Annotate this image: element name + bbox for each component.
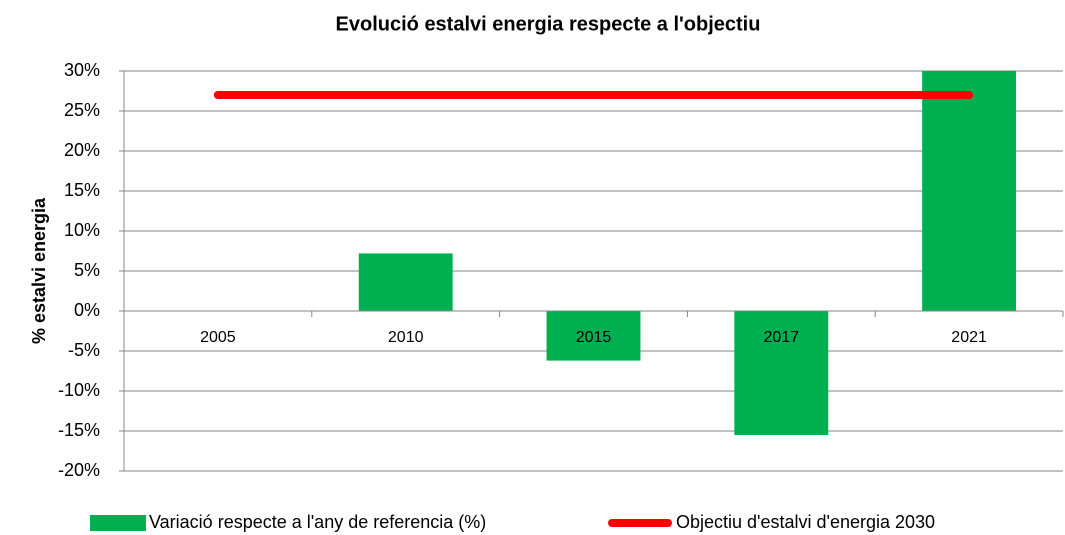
x-tick-label: 2005 [200, 329, 236, 346]
bar [922, 71, 1017, 311]
y-tick-label: -10% [58, 380, 100, 400]
y-tick-label: 0% [74, 300, 100, 320]
legend-label: Variació respecte a l'any de referencia … [149, 512, 486, 532]
y-tick-label: 20% [64, 140, 100, 160]
legend-swatch [90, 515, 146, 531]
y-tick-label: 10% [64, 220, 100, 240]
y-tick-label: -20% [58, 460, 100, 480]
x-tick-label: 2010 [388, 329, 424, 346]
y-axis-label: % estalvi energia [29, 197, 49, 344]
x-tick-label: 2017 [764, 329, 800, 346]
y-tick-label: 30% [64, 60, 100, 80]
x-tick-label: 2015 [576, 329, 612, 346]
chart-title: Evolució estalvi energia respecte a l'ob… [336, 13, 761, 35]
x-tick-label: 2021 [951, 329, 987, 346]
bar [734, 311, 829, 435]
y-tick-label: -15% [58, 420, 100, 440]
bar [546, 311, 641, 361]
y-tick-label: 15% [64, 180, 100, 200]
bar [358, 253, 453, 311]
y-tick-label: 5% [74, 260, 100, 280]
y-tick-label: 25% [64, 100, 100, 120]
y-tick-label: -5% [68, 340, 100, 360]
legend-label: Objectiu d'estalvi d'energia 2030 [676, 512, 935, 532]
